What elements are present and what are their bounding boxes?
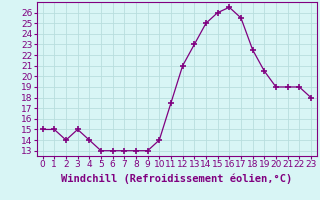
X-axis label: Windchill (Refroidissement éolien,°C): Windchill (Refroidissement éolien,°C): [61, 173, 292, 184]
